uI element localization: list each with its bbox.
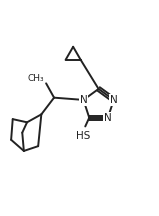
Text: HS: HS <box>76 131 90 141</box>
Text: N: N <box>104 113 112 123</box>
Text: CH₃: CH₃ <box>28 74 45 83</box>
Text: N: N <box>80 95 87 105</box>
Text: N: N <box>110 95 118 105</box>
